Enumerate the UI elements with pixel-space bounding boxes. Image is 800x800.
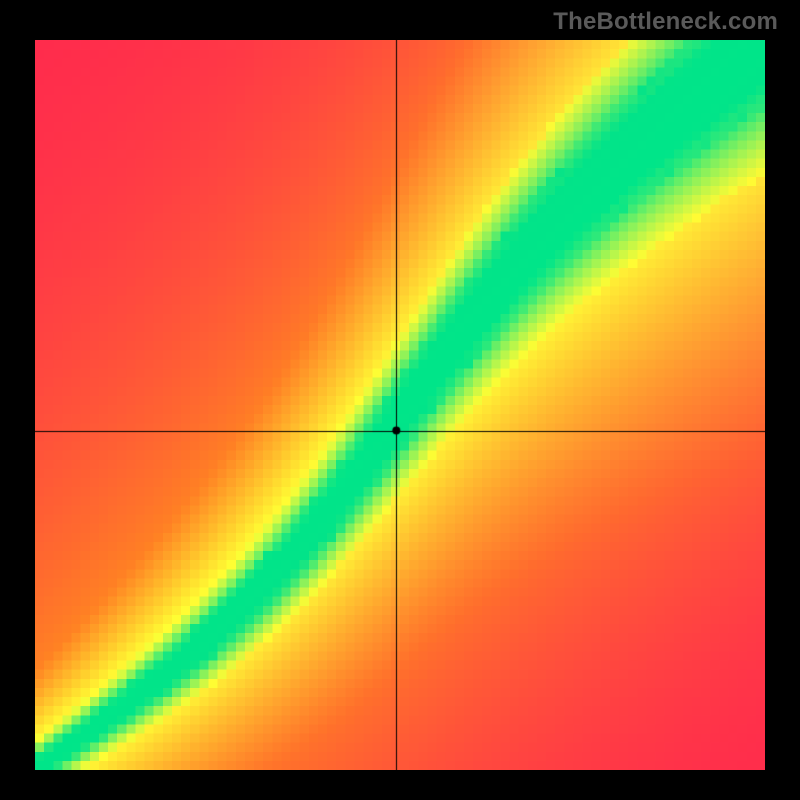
chart-container: TheBottleneck.com bbox=[0, 0, 800, 800]
watermark-text: TheBottleneck.com bbox=[553, 8, 778, 36]
heatmap-canvas bbox=[35, 40, 765, 770]
